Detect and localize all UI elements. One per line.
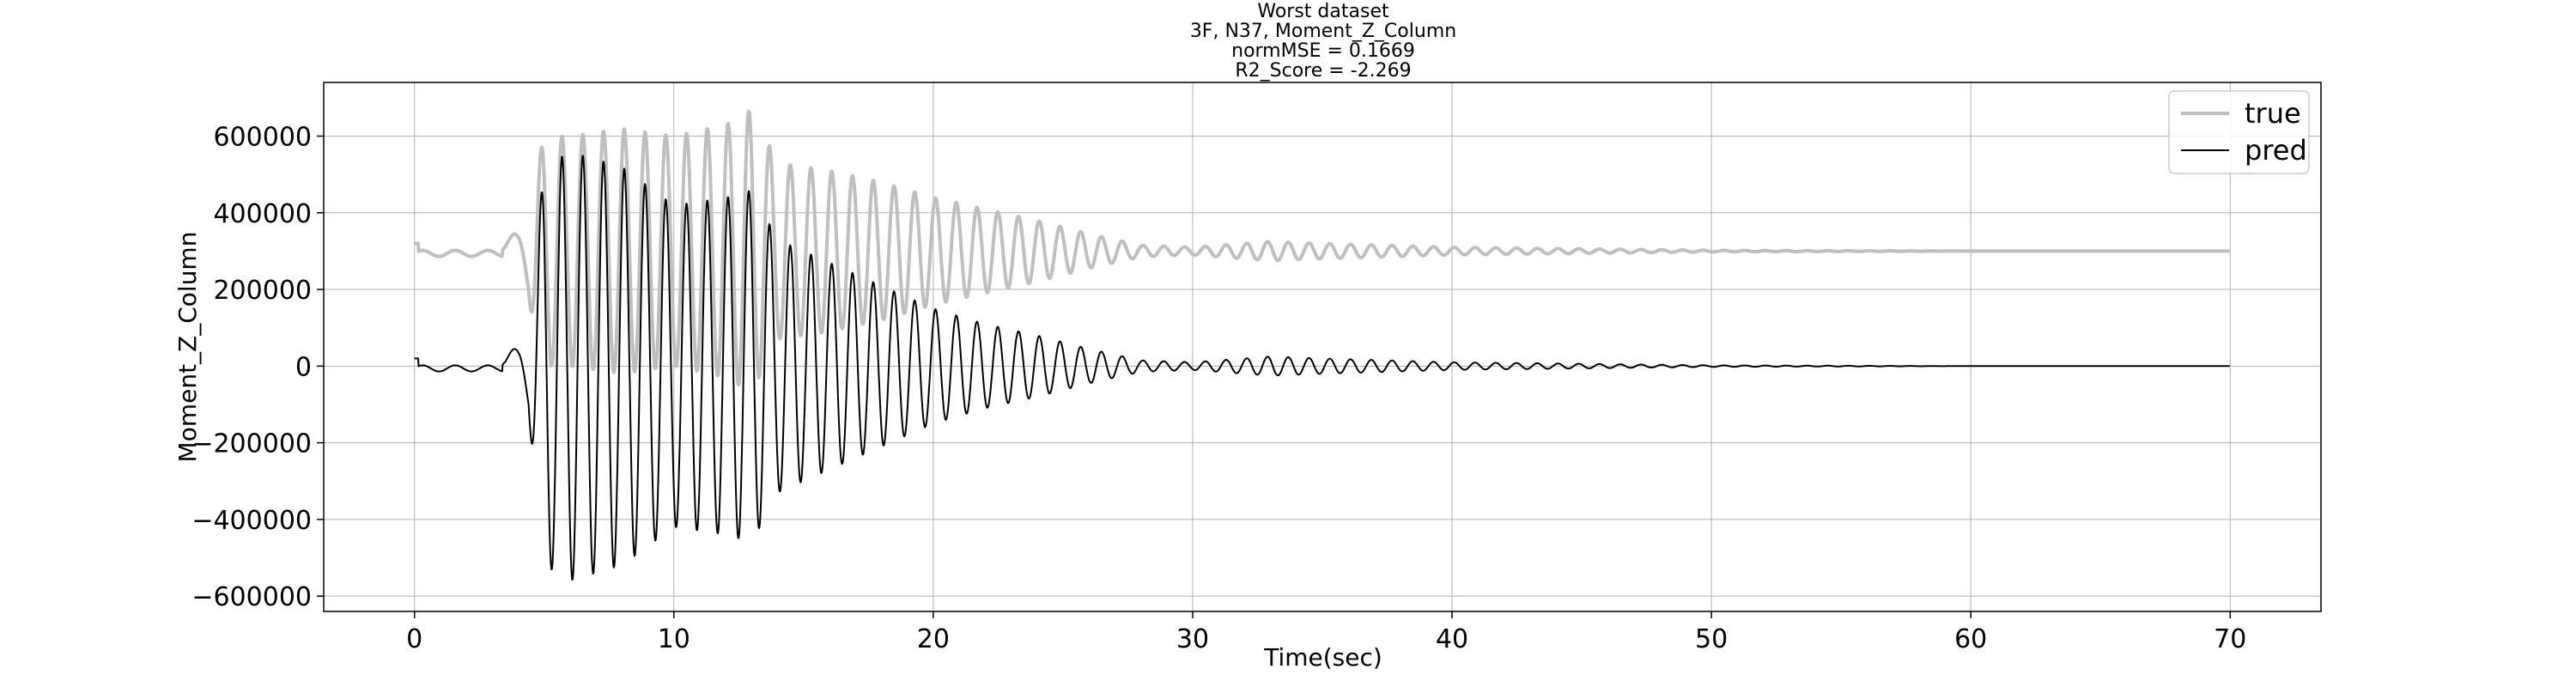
y-tick-label: −200000 (191, 429, 312, 459)
x-axis-ticks: 0 10 20 30 40 50 60 70 (406, 611, 2246, 654)
series (413, 109, 2232, 581)
x-tick-label: 40 (1436, 624, 1468, 654)
series-line-true (413, 109, 2232, 386)
y-tick-label: 600000 (213, 122, 312, 152)
y-tick-label: 200000 (213, 276, 312, 306)
y-axis-ticks: −600000 −400000 −200000 0 200000 400000 600000 (191, 122, 324, 612)
title-line-4: R2_Score = -2.269 (1235, 60, 1411, 82)
title-line-3: normMSE = 0.1669 (1231, 40, 1415, 62)
title-line-2: 3F, N37, Moment_Z_Column (1190, 21, 1456, 42)
x-tick-label: 60 (1954, 624, 1987, 654)
x-tick-label: 20 (917, 624, 950, 654)
y-tick-label: 400000 (213, 199, 312, 229)
y-tick-label: −400000 (191, 506, 312, 536)
series-line-pred (414, 155, 2231, 581)
plot-frame (323, 82, 2322, 612)
x-tick-label: 70 (2214, 624, 2246, 654)
y-tick-label: 0 (295, 352, 312, 382)
x-tick-label: 0 (406, 624, 422, 654)
x-tick-label: 10 (658, 624, 690, 654)
legend-label-pred: pred (2245, 134, 2307, 167)
x-tick-label: 50 (1695, 624, 1728, 654)
title-line-1: Worst dataset (1257, 1, 1389, 22)
y-axis-label: Moment_Z_Column (173, 232, 202, 463)
x-axis-label: Time(sec) (1263, 643, 1382, 672)
chart-title: Worst dataset 3F, N37, Moment_Z_Column n… (1190, 1, 1456, 82)
legend-label-true: true (2245, 97, 2301, 130)
x-tick-label: 30 (1176, 624, 1209, 654)
legend: true pred (2168, 90, 2310, 174)
y-tick-label: −600000 (191, 582, 312, 612)
